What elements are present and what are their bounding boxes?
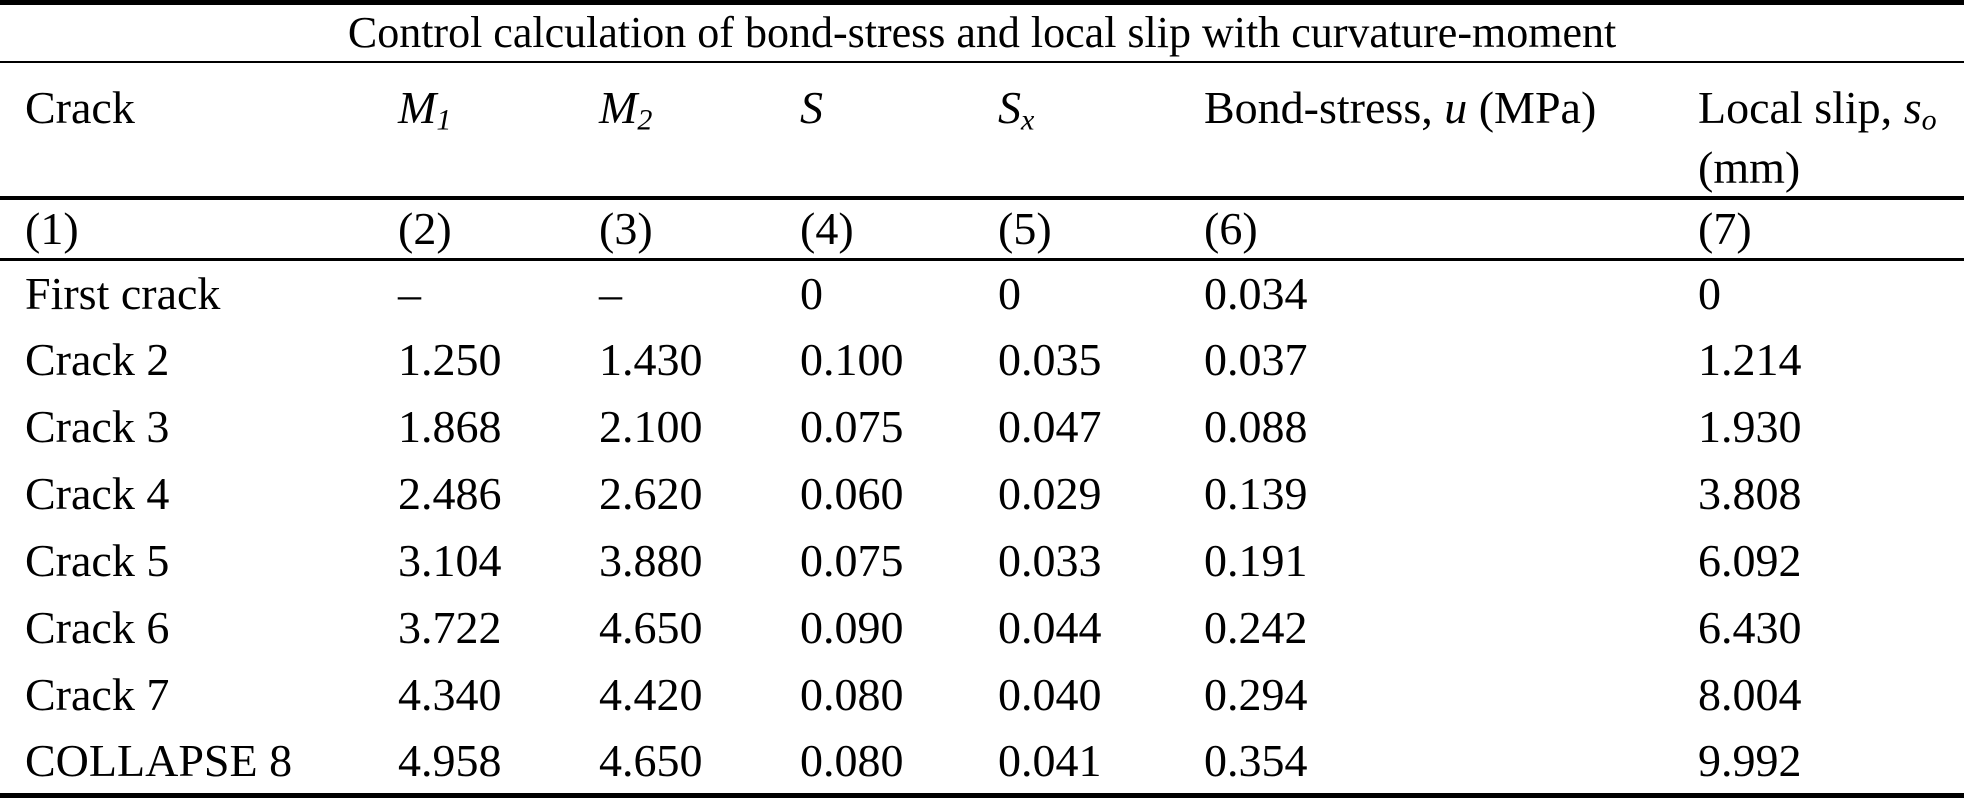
cell-s: 0.075 (800, 534, 904, 586)
column-number: (1) (0, 198, 398, 261)
column-header-m1: M1 (398, 61, 599, 201)
cell-bond-stress: 0.354 (1204, 734, 1308, 786)
column-header-local-slip: Local slip, so (mm) (1698, 61, 1964, 201)
math-subscript: o (1921, 103, 1937, 137)
cell-m1: 1.868 (398, 400, 502, 452)
table-title-row: Control calculation of bond-stress and l… (0, 2, 1964, 63)
math-symbol: M (599, 81, 638, 133)
math-symbol: M (398, 81, 437, 133)
column-number: (3) (599, 198, 800, 261)
cell-m2: 2.100 (599, 400, 703, 452)
cell-crack: First crack (25, 267, 221, 319)
cell-s: 0 (800, 267, 823, 319)
table-row: First crack – – 0 0 0.034 0 (0, 259, 1964, 326)
table-row: Crack 6 3.722 4.650 0.090 0.044 0.242 6.… (0, 594, 1964, 661)
cell-m2: 4.650 (599, 734, 703, 786)
cell-crack: Crack 5 (25, 534, 170, 586)
cell-bond-stress: 0.037 (1204, 333, 1308, 385)
cell-local-slip: 9.992 (1698, 734, 1802, 786)
cell-local-slip: 8.004 (1698, 668, 1802, 720)
cell-bond-stress: 0.191 (1204, 534, 1308, 586)
cell-s: 0.075 (800, 400, 904, 452)
cell-m1: 3.104 (398, 534, 502, 586)
cell-local-slip: 6.092 (1698, 534, 1802, 586)
cell-sx: 0.029 (998, 467, 1102, 519)
cell-local-slip: 6.430 (1698, 601, 1802, 653)
cell-sx: 0.047 (998, 400, 1102, 452)
cell-m1: 4.958 (398, 734, 502, 786)
math-symbol: S (800, 81, 823, 133)
cell-sx: 0.035 (998, 333, 1102, 385)
column-header-sx: Sx (998, 61, 1204, 201)
cell-m2: 1.430 (599, 333, 703, 385)
cell-m2: 4.650 (599, 601, 703, 653)
column-number: (5) (998, 198, 1204, 261)
header-label: Crack (25, 81, 135, 133)
table-row: COLLAPSE 8 4.958 4.650 0.080 0.041 0.354… (0, 728, 1964, 795)
cell-sx: 0.040 (998, 668, 1102, 720)
cell-local-slip: 0 (1698, 267, 1721, 319)
cell-local-slip: 1.930 (1698, 400, 1802, 452)
column-header-bond-stress: Bond-stress, u (MPa) (1204, 61, 1698, 201)
column-number: (7) (1698, 198, 1964, 261)
header-label: Bond-stress, (1204, 81, 1445, 133)
cell-s: 0.080 (800, 668, 904, 720)
column-header-s: S (800, 61, 998, 201)
math-subscript: 2 (637, 103, 653, 137)
cell-m1: – (398, 267, 421, 319)
cell-bond-stress: 0.294 (1204, 668, 1308, 720)
header-unit: (MPa) (1467, 81, 1597, 133)
cell-m1: 4.340 (398, 668, 502, 720)
table-row: Crack 7 4.340 4.420 0.080 0.040 0.294 8.… (0, 661, 1964, 728)
cell-m2: 4.420 (599, 668, 703, 720)
cell-m2: 3.880 (599, 534, 703, 586)
cell-crack: Crack 2 (25, 333, 170, 385)
column-number: (6) (1204, 198, 1698, 261)
cell-bond-stress: 0.034 (1204, 267, 1308, 319)
cell-m1: 3.722 (398, 601, 502, 653)
math-subscript: 1 (436, 103, 452, 137)
cell-s: 0.080 (800, 734, 904, 786)
cell-crack: Crack 4 (25, 467, 170, 519)
cell-sx: 0 (998, 267, 1021, 319)
cell-s: 0.100 (800, 333, 904, 385)
column-header-m2: M2 (599, 61, 800, 201)
cell-m1: 2.486 (398, 467, 502, 519)
cell-crack: Crack 6 (25, 601, 170, 653)
header-label: Local slip, (1698, 81, 1904, 133)
column-header-crack: Crack (0, 61, 398, 201)
column-number: (4) (800, 198, 998, 261)
table-title: Control calculation of bond-stress and l… (0, 2, 1964, 63)
table-row: Crack 5 3.104 3.880 0.075 0.033 0.191 6.… (0, 527, 1964, 594)
cell-bond-stress: 0.088 (1204, 400, 1308, 452)
header-unit: (mm) (1698, 141, 1801, 193)
cell-s: 0.060 (800, 467, 904, 519)
table-row: Crack 2 1.250 1.430 0.100 0.035 0.037 1.… (0, 326, 1964, 393)
cell-m1: 1.250 (398, 333, 502, 385)
cell-s: 0.090 (800, 601, 904, 653)
cell-sx: 0.041 (998, 734, 1102, 786)
cell-crack: COLLAPSE 8 (25, 734, 293, 786)
column-number-row: (1) (2) (3) (4) (5) (6) (7) (0, 198, 1964, 261)
cell-sx: 0.033 (998, 534, 1102, 586)
cell-bond-stress: 0.242 (1204, 601, 1308, 653)
math-subscript: x (1021, 103, 1035, 137)
column-number: (2) (398, 198, 599, 261)
cell-crack: Crack 7 (25, 668, 170, 720)
cell-local-slip: 3.808 (1698, 467, 1802, 519)
cell-bond-stress: 0.139 (1204, 467, 1308, 519)
math-symbol: s (1903, 81, 1922, 133)
table-row: Crack 3 1.868 2.100 0.075 0.047 0.088 1.… (0, 393, 1964, 460)
cell-m2: 2.620 (599, 467, 703, 519)
cell-local-slip: 1.214 (1698, 333, 1802, 385)
cell-m2: – (599, 267, 622, 319)
table-row: Crack 4 2.486 2.620 0.060 0.029 0.139 3.… (0, 460, 1964, 527)
math-symbol: S (998, 81, 1021, 133)
table-header-row: Crack M1 M2 S Sx Bond-stress, u (MPa) Lo… (0, 61, 1964, 201)
cell-crack: Crack 3 (25, 400, 170, 452)
cell-sx: 0.044 (998, 601, 1102, 653)
math-symbol: u (1444, 81, 1468, 133)
